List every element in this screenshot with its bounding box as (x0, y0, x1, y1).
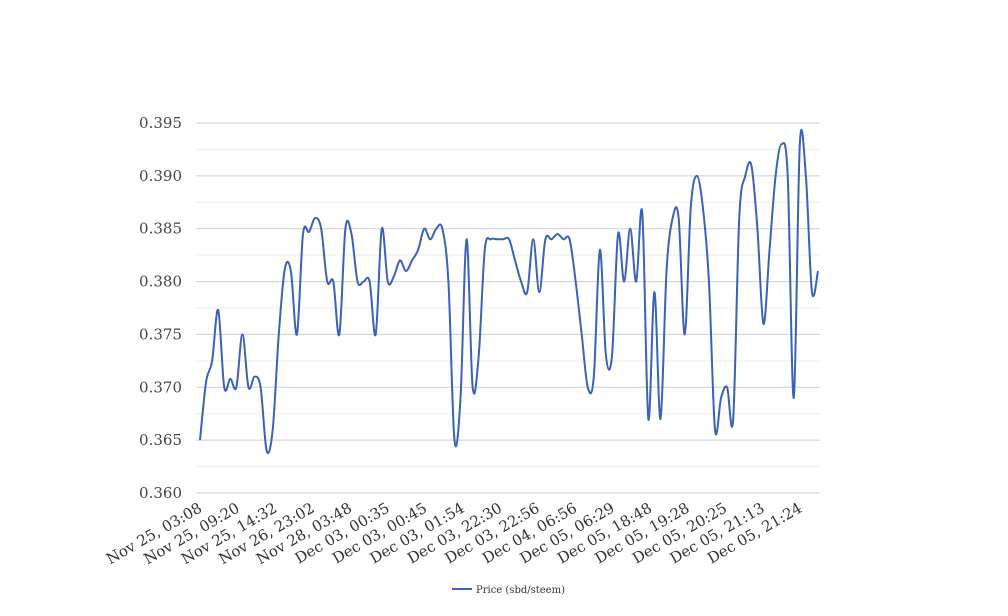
legend-label-price: Price (sbd/steem) (476, 585, 565, 596)
y-tick-label: 0.365 (139, 431, 182, 449)
y-axis-ticks: 0.360 0.365 0.370 0.375 0.380 0.385 0.390 0.395 (139, 114, 182, 502)
y-tick-label: 0.395 (139, 114, 182, 132)
y-tick-label: 0.360 (139, 484, 182, 502)
series-line-price (199, 128, 819, 455)
y-tick-label: 0.385 (139, 220, 182, 238)
y-tick-label: 0.370 (139, 378, 182, 396)
legend[interactable]: Price (sbd/steem) (452, 585, 565, 596)
series-layer (199, 128, 819, 455)
y-tick-label: 0.375 (139, 325, 182, 343)
y-tick-label: 0.380 (139, 273, 182, 291)
y-tick-label: 0.390 (139, 167, 182, 185)
gridlines (196, 122, 820, 494)
